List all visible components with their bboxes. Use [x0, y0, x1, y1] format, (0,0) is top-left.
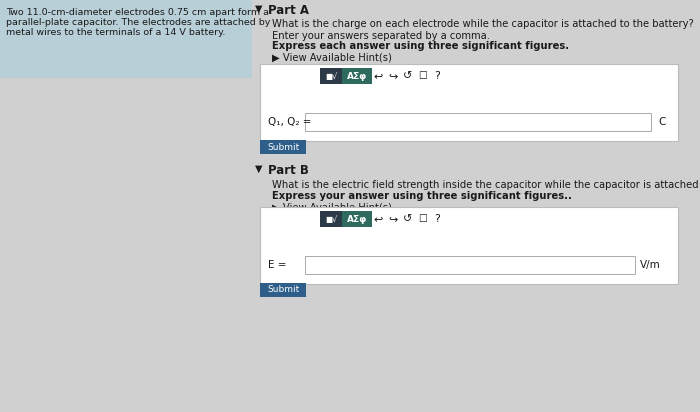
Text: What is the electric field strength inside the capacitor while the capacitor is : What is the electric field strength insi…: [272, 180, 700, 190]
Text: ▼: ▼: [255, 164, 262, 174]
Text: AΣφ: AΣφ: [347, 215, 367, 223]
Text: Express each answer using three significant figures.: Express each answer using three signific…: [272, 41, 569, 51]
FancyBboxPatch shape: [342, 211, 372, 227]
Text: ↩: ↩: [373, 214, 383, 224]
Text: C: C: [658, 117, 666, 127]
Text: ☐: ☐: [419, 71, 428, 81]
Text: V/m: V/m: [640, 260, 661, 270]
FancyBboxPatch shape: [260, 283, 306, 297]
Text: ■√: ■√: [325, 215, 337, 223]
FancyBboxPatch shape: [305, 113, 651, 131]
FancyBboxPatch shape: [342, 68, 372, 84]
FancyBboxPatch shape: [305, 256, 635, 274]
Text: Enter your answers separated by a comma.: Enter your answers separated by a comma.: [272, 31, 490, 41]
Text: What is the charge on each electrode while the capacitor is attached to the batt: What is the charge on each electrode whi…: [272, 19, 694, 29]
Text: Q₁, Q₂ =: Q₁, Q₂ =: [268, 117, 312, 127]
FancyBboxPatch shape: [260, 64, 678, 141]
Text: Submit: Submit: [267, 286, 299, 295]
Text: ☐: ☐: [419, 214, 428, 224]
FancyBboxPatch shape: [0, 0, 252, 78]
Text: ↪: ↪: [389, 214, 398, 224]
Text: AΣφ: AΣφ: [347, 72, 367, 80]
FancyBboxPatch shape: [260, 207, 678, 284]
Text: Express your answer using three significant figures..: Express your answer using three signific…: [272, 191, 572, 201]
Text: ▶ View Available Hint(s): ▶ View Available Hint(s): [272, 52, 392, 62]
Text: ?: ?: [434, 214, 440, 224]
Text: Part A: Part A: [268, 4, 309, 17]
FancyBboxPatch shape: [320, 68, 342, 84]
Text: metal wires to the terminals of a 14 V battery.: metal wires to the terminals of a 14 V b…: [6, 28, 225, 37]
Text: parallel-plate capacitor. The electrodes are attached by: parallel-plate capacitor. The electrodes…: [6, 18, 270, 27]
Text: ↩: ↩: [373, 71, 383, 81]
Text: Part B: Part B: [268, 164, 309, 177]
Text: Submit: Submit: [267, 143, 299, 152]
Text: ↪: ↪: [389, 71, 398, 81]
Text: ■√: ■√: [325, 72, 337, 80]
Text: ▼: ▼: [255, 4, 262, 14]
Text: ▶ View Available Hint(s): ▶ View Available Hint(s): [272, 202, 392, 212]
Text: ↺: ↺: [403, 214, 413, 224]
Text: ↺: ↺: [403, 71, 413, 81]
FancyBboxPatch shape: [320, 211, 342, 227]
Text: E =: E =: [268, 260, 286, 270]
FancyBboxPatch shape: [260, 140, 306, 154]
Text: Two 11.0-cm-diameter electrodes 0.75 cm apart form a: Two 11.0-cm-diameter electrodes 0.75 cm …: [6, 8, 269, 17]
Text: ?: ?: [434, 71, 440, 81]
